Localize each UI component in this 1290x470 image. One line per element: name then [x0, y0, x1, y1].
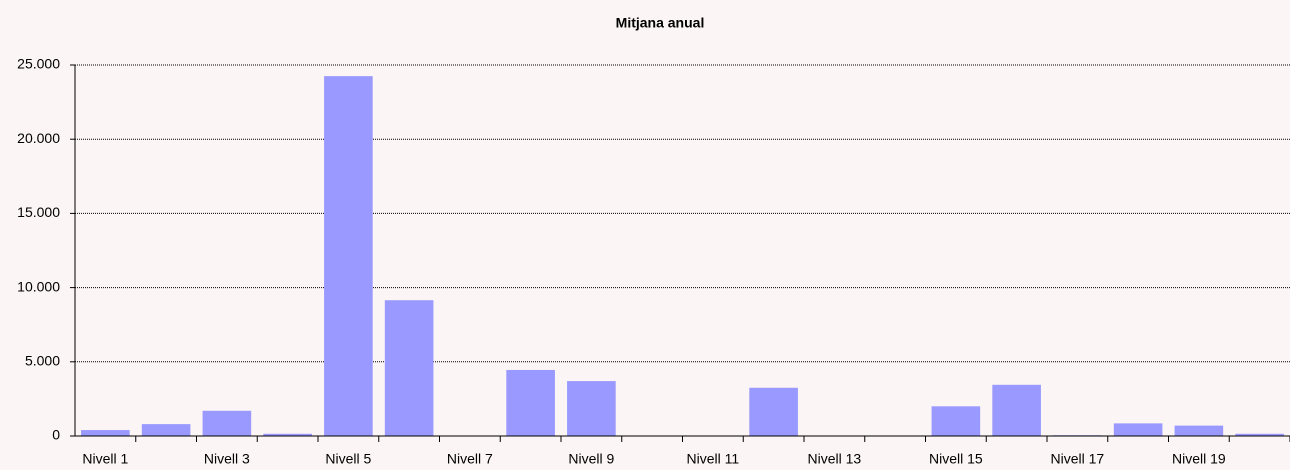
x-tick-label: Nivell 17: [1051, 451, 1105, 467]
bar: [749, 387, 798, 436]
bar: [324, 76, 373, 436]
y-tick-label: 15.000: [17, 204, 60, 220]
bar: [1235, 433, 1284, 436]
x-tick-label: Nivell 5: [325, 451, 371, 467]
chart-title: Mitjana anual: [616, 15, 705, 31]
x-tick-label: Nivell 1: [82, 451, 128, 467]
bar: [1174, 425, 1224, 436]
bar: [263, 433, 312, 436]
bar: [141, 424, 191, 436]
x-tick-label: Nivell 19: [1172, 451, 1226, 467]
y-tick-label: 5.000: [25, 353, 60, 369]
bar: [202, 410, 252, 436]
x-tick-label: Nivell 9: [568, 451, 614, 467]
y-tick-label: 10.000: [17, 278, 60, 294]
x-tick-label: Nivell 7: [447, 451, 493, 467]
bar: [931, 406, 981, 436]
bar: [81, 430, 130, 436]
y-tick-label: 25.000: [17, 56, 60, 72]
bar: [506, 369, 555, 436]
x-tick-label: Nivell 3: [204, 451, 250, 467]
bar: [567, 381, 616, 436]
bar: [1113, 423, 1163, 436]
bar: [384, 300, 434, 436]
x-tick-label: Nivell 11: [687, 451, 740, 467]
x-tick-label: Nivell 13: [808, 451, 862, 467]
bar: [992, 384, 1041, 436]
x-tick-label: Nivell 15: [929, 451, 983, 467]
y-tick-label: 0: [52, 427, 60, 443]
y-tick-label: 20.000: [17, 130, 60, 146]
